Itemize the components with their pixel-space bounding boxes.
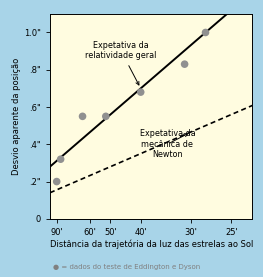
Point	[139, 90, 143, 94]
X-axis label: Distância da trajetória da luz das estrelas ao Sol: Distância da trajetória da luz das estre…	[49, 240, 253, 249]
Point	[203, 30, 208, 35]
Point	[55, 179, 59, 184]
Text: Expetativa da
mecânica de
Newton: Expetativa da mecânica de Newton	[139, 129, 195, 159]
Text: Expetativa da
relatividade geral: Expetativa da relatividade geral	[85, 41, 157, 85]
Text: ● = dados do teste de Eddington e Dyson: ● = dados do teste de Eddington e Dyson	[53, 264, 200, 270]
Point	[183, 62, 187, 66]
Point	[104, 114, 108, 119]
Point	[59, 157, 63, 161]
Point	[80, 114, 85, 119]
Y-axis label: Desvio aparente da posição: Desvio aparente da posição	[12, 58, 21, 175]
